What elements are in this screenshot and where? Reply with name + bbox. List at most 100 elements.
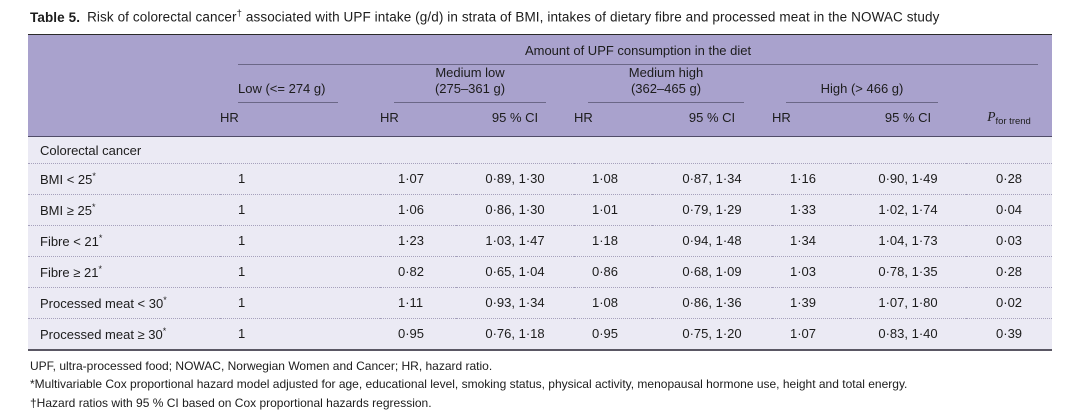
- span-header-label: Amount of UPF consumption in the diet: [238, 35, 1039, 65]
- hr-cell: 1·08: [574, 286, 652, 318]
- span-header-cell: Amount of UPF consumption in the diet: [220, 34, 1053, 65]
- hr-cell: 1·11: [380, 286, 456, 318]
- table-row: Processed meat ≥ 30* 1 0·95 0·76, 1·18 0…: [28, 317, 1053, 350]
- hr-cell: 1·08: [574, 162, 652, 194]
- empty-cell: [28, 102, 220, 137]
- hr-cell: 1·03: [772, 255, 850, 287]
- footnote-dagger: †Hazard ratios with 95 % CI based on Cox…: [30, 395, 432, 410]
- hr-cell: 0·95: [380, 317, 456, 350]
- hr-cell: 0·86: [574, 255, 652, 287]
- ci-cell: 1·02, 1·74: [850, 193, 966, 225]
- hr-cell: 0·82: [380, 255, 456, 287]
- group-header-low: Low (<= 274 g): [220, 64, 380, 103]
- hr-cell: 1·07: [380, 162, 456, 194]
- p-trend-cell: 0·04: [966, 193, 1053, 225]
- ci-cell: 1·03, 1·47: [456, 224, 574, 256]
- hr-cell: 1: [220, 286, 380, 318]
- caption-text-cont: associated with UPF intake (g/d) in stra…: [242, 9, 940, 25]
- hr-cell: 1·23: [380, 224, 456, 256]
- p-trend-cell: 0·28: [966, 162, 1053, 194]
- group-header-medium-low: Medium low (275–361 g): [380, 64, 574, 103]
- footnote-asterisk: *Multivariable Cox proportional hazard m…: [30, 377, 908, 391]
- footnote-abbreviations: UPF, ultra-processed food; NOWAC, Norweg…: [30, 358, 493, 373]
- asterisk-mark: *: [92, 170, 96, 181]
- ci-cell: 1·07, 1·80: [850, 286, 966, 318]
- group-header-row: Low (<= 274 g) Medium low (275–361 g) Med…: [28, 64, 1053, 103]
- col-header-hr-ml: HR: [380, 102, 456, 137]
- ci-cell: 0·78, 1·35: [850, 255, 966, 287]
- hr-cell: 1·01: [574, 193, 652, 225]
- p-trend-cell: 0·02: [966, 286, 1053, 318]
- asterisk-mark: *: [162, 325, 167, 336]
- col-header-p-trend: Pfor trend: [966, 102, 1053, 137]
- footnotes: UPF, ultra-processed food; NOWAC, Norweg…: [30, 357, 1080, 413]
- col-header-hr-mh: HR: [574, 102, 652, 137]
- hr-cell: 1: [220, 317, 380, 350]
- col-header-hr-high: HR: [772, 102, 850, 137]
- asterisk-mark: *: [98, 232, 103, 243]
- ci-cell: 0·83, 1·40: [850, 317, 966, 350]
- empty-cell: [966, 64, 1053, 103]
- ci-cell: 0·68, 1·09: [652, 255, 772, 287]
- hr-cell: 1: [220, 193, 380, 225]
- row-label: Fibre ≥ 21*: [28, 255, 220, 287]
- sub-header-row: HR HR 95 % CI HR 95 % CI HR 95 % CI Pfor…: [28, 102, 1053, 137]
- table-row: Fibre ≥ 21* 1 0·82 0·65, 1·04 0·86 0·68,…: [28, 255, 1053, 287]
- row-label: BMI ≥ 25*: [28, 193, 220, 225]
- ci-cell: 0·86, 1·36: [652, 286, 772, 318]
- ci-cell: 0·90, 1·49: [850, 162, 966, 194]
- col-header-ci-ml: 95 % CI: [456, 102, 574, 137]
- asterisk-mark: *: [98, 263, 102, 274]
- asterisk-mark: *: [163, 294, 167, 305]
- hr-cell: 1·34: [772, 224, 850, 256]
- dagger-mark: †: [236, 8, 243, 19]
- table-row: Fibre < 21* 1 1·23 1·03, 1·47 1·18 0·94,…: [28, 224, 1053, 256]
- hr-cell: 1·18: [574, 224, 652, 256]
- group-header-medium-high: Medium high (362–465 g): [574, 64, 772, 103]
- span-header-row: Amount of UPF consumption in the diet: [28, 34, 1053, 65]
- ci-cell: 0·93, 1·34: [456, 286, 574, 318]
- section-label: Colorectal cancer: [28, 136, 1053, 163]
- hr-cell: 1: [220, 224, 380, 256]
- hr-cell: 1·06: [380, 193, 456, 225]
- col-header-hr-low: HR: [220, 102, 380, 137]
- row-label: BMI < 25*: [28, 162, 220, 194]
- col-header-ci-mh: 95 % CI: [652, 102, 772, 137]
- section-row: Colorectal cancer: [28, 136, 1053, 163]
- ci-cell: 1·04, 1·73: [850, 224, 966, 256]
- col-header-ci-high: 95 % CI: [850, 102, 966, 137]
- table-number: Table 5.: [30, 9, 81, 25]
- hr-cell: 1: [220, 162, 380, 194]
- table-row: BMI < 25* 1 1·07 0·89, 1·30 1·08 0·87, 1…: [28, 162, 1053, 194]
- hr-cell: 1·33: [772, 193, 850, 225]
- p-trend-cell: 0·39: [966, 317, 1053, 350]
- ci-cell: 0·76, 1·18: [456, 317, 574, 350]
- hr-cell: 1·07: [772, 317, 850, 350]
- row-label: Processed meat < 30*: [28, 286, 220, 318]
- empty-cell: [28, 64, 220, 103]
- hr-cell: 1·39: [772, 286, 850, 318]
- table-row: BMI ≥ 25* 1 1·06 0·86, 1·30 1·01 0·79, 1…: [28, 193, 1053, 225]
- caption-text: Risk of colorectal cancer: [87, 9, 237, 25]
- hr-cell: 1·16: [772, 162, 850, 194]
- asterisk-mark: *: [91, 201, 96, 212]
- hr-cell: 0·95: [574, 317, 652, 350]
- ci-cell: 0·75, 1·20: [652, 317, 772, 350]
- ci-cell: 0·89, 1·30: [456, 162, 574, 194]
- p-trend-cell: 0·28: [966, 255, 1053, 287]
- row-label: Processed meat ≥ 30*: [28, 317, 220, 350]
- ci-cell: 0·87, 1·34: [652, 162, 772, 194]
- hr-cell: 1: [220, 255, 380, 287]
- row-label: Fibre < 21*: [28, 224, 220, 256]
- group-header-high: High (> 466 g): [772, 64, 966, 103]
- corner-cell: [28, 34, 220, 65]
- ci-cell: 0·86, 1·30: [456, 193, 574, 225]
- ci-cell: 0·94, 1·48: [652, 224, 772, 256]
- ci-cell: 0·65, 1·04: [456, 255, 574, 287]
- ci-cell: 0·79, 1·29: [652, 193, 772, 225]
- table-caption: Table 5. Risk of colorectal cancer† assoc…: [30, 8, 1080, 25]
- results-table: Amount of UPF consumption in the diet Lo…: [28, 33, 1053, 351]
- p-trend-cell: 0·03: [966, 224, 1053, 256]
- table-row: Processed meat < 30* 1 1·11 0·93, 1·34 1…: [28, 286, 1053, 318]
